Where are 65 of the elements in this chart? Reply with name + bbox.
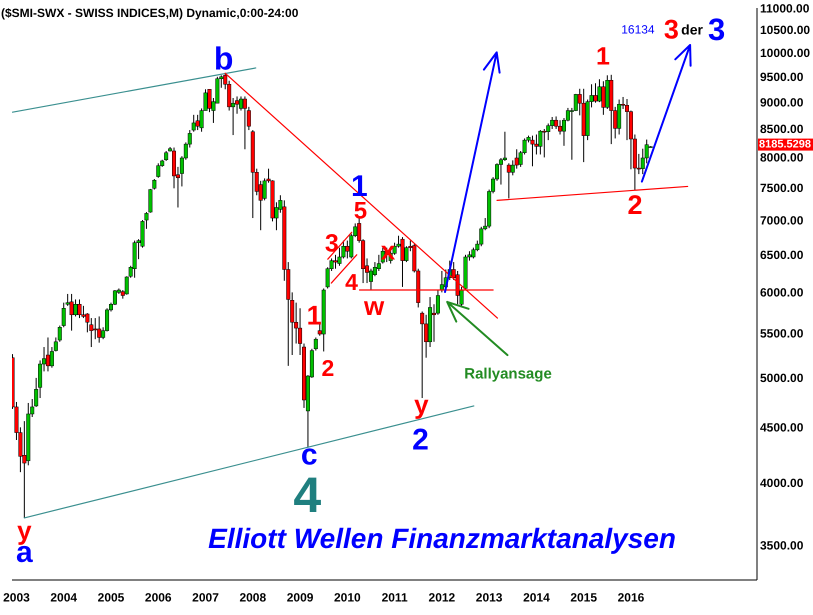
candlestick bbox=[593, 82, 598, 104]
annotation: 2 bbox=[322, 354, 334, 381]
annotation: 1 bbox=[306, 300, 322, 331]
y-tick-label: 8000.00 bbox=[760, 150, 804, 165]
x-tick-label: 2011 bbox=[382, 590, 408, 605]
annotation: b bbox=[214, 40, 234, 76]
x-tick-label: 2012 bbox=[428, 590, 456, 605]
y-tick-label: 10500.00 bbox=[760, 23, 810, 38]
x-tick-label: 2010 bbox=[334, 590, 362, 605]
x-tick-label: 2015 bbox=[570, 590, 598, 605]
annotation: 2 bbox=[627, 190, 642, 220]
candlestick bbox=[558, 120, 562, 136]
annotation: 3 bbox=[324, 230, 339, 258]
candlestick bbox=[97, 316, 102, 344]
text: 8185.5298 bbox=[759, 138, 811, 151]
annotation: der bbox=[681, 22, 704, 38]
y-tick-label: 8500.00 bbox=[760, 122, 804, 136]
candlestick bbox=[93, 318, 98, 340]
x-tick-label: 2016 bbox=[618, 590, 645, 605]
x-tick-label: 2006 bbox=[144, 590, 172, 605]
x-tick-label: 2009 bbox=[286, 590, 314, 605]
x-tick-label: 2014 bbox=[523, 590, 550, 605]
annotation: Elliott Wellen Finanzmarktanalysen bbox=[208, 523, 676, 554]
annotation: 4 bbox=[345, 269, 358, 296]
y-tick-label: 6500.00 bbox=[760, 248, 804, 262]
y-tick-label: 11000.00 bbox=[760, 1, 810, 16]
x-tick-label: 2008 bbox=[239, 590, 266, 605]
y-tick-label: 4500.00 bbox=[760, 420, 804, 435]
candlestick bbox=[420, 311, 424, 399]
x-tick-label: 2013 bbox=[476, 590, 503, 605]
y-tick-label: 6000.00 bbox=[760, 286, 804, 300]
x-tick-label: 2007 bbox=[192, 590, 220, 605]
candlestick bbox=[156, 162, 160, 178]
x-tick-label: 2004 bbox=[50, 590, 78, 605]
y-tick-label: 10000.00 bbox=[760, 46, 810, 60]
annotation: 2 bbox=[412, 423, 429, 456]
candlestick bbox=[400, 236, 404, 288]
candlestick bbox=[242, 96, 247, 150]
candlestick bbox=[334, 254, 338, 270]
chart-title: ($SMI-SWX - SWISS INDICES,M) Dynamic,0:00-24:00 bbox=[1, 6, 299, 20]
annotation: w bbox=[363, 290, 386, 321]
candlestick bbox=[77, 298, 82, 319]
candlestick bbox=[238, 96, 243, 112]
annotation: 16134 bbox=[621, 22, 655, 37]
x-tick-label: 2003 bbox=[3, 590, 30, 605]
candlestick bbox=[538, 130, 542, 155]
y-tick-label: 9000.00 bbox=[760, 95, 804, 110]
annotation: 1 bbox=[596, 42, 610, 70]
x-tick-label: 2005 bbox=[98, 590, 125, 605]
y-tick-label: 4000.00 bbox=[760, 476, 804, 490]
y-tick-label: 9500.00 bbox=[760, 70, 804, 84]
candlestick bbox=[530, 135, 534, 167]
y-tick-label: 5500.00 bbox=[760, 326, 804, 340]
annotation: Rallyansage bbox=[464, 365, 552, 382]
y-tick-label: 3500.00 bbox=[760, 538, 804, 552]
annotation: y bbox=[414, 389, 430, 420]
annotation: 3 bbox=[708, 12, 726, 48]
candlestick bbox=[196, 114, 200, 131]
candlestick bbox=[70, 293, 74, 332]
y-tick-label: 7000.00 bbox=[760, 213, 804, 228]
candlestick bbox=[46, 336, 50, 372]
y-tick-label: 7500.00 bbox=[760, 180, 804, 195]
annotation: 3 bbox=[664, 14, 679, 45]
candlestick bbox=[74, 298, 78, 317]
y-tick-label: 5000.00 bbox=[760, 371, 804, 386]
